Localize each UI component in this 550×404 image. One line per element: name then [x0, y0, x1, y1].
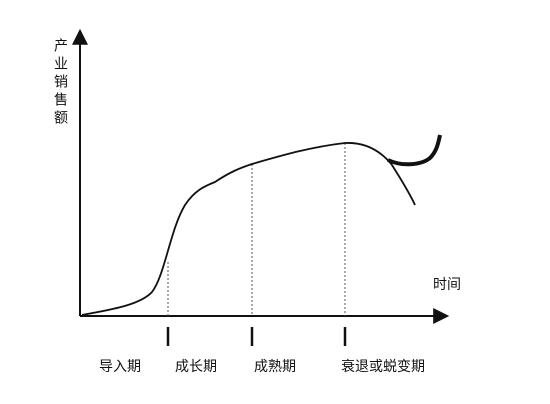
stage-label: 成熟期: [254, 359, 296, 375]
y-axis-label: 产业销售额: [52, 38, 68, 128]
x-axis-label: 时间: [433, 277, 461, 293]
stage-label: 衰退或蜕变期: [341, 358, 425, 375]
stage-label: 导入期: [99, 359, 141, 375]
sales-curve: [81, 142, 416, 316]
revival-curve: [387, 134, 442, 167]
stage-label: 成长期: [175, 359, 217, 375]
